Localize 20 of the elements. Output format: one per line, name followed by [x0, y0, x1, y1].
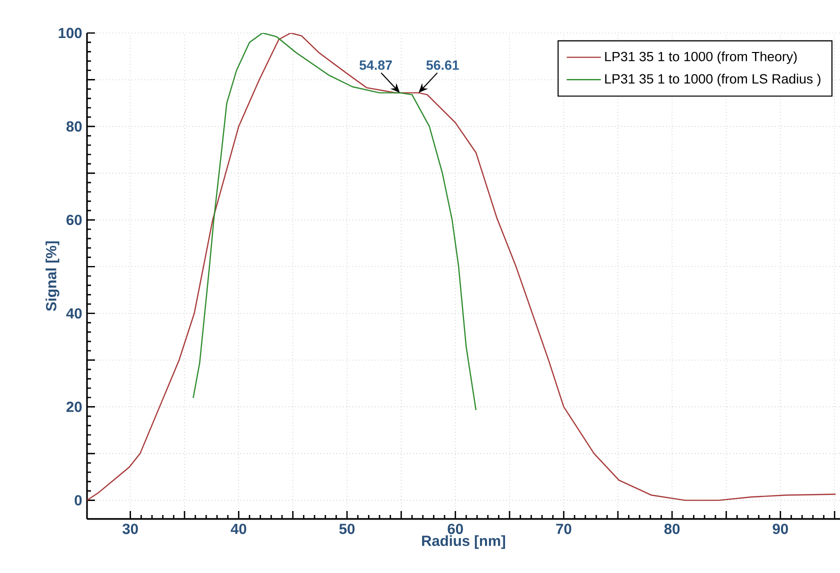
- y-tick-label: 100: [58, 28, 82, 38]
- y-axis-title: Signal [%]: [46, 241, 60, 312]
- annotation: 54.87: [360, 60, 392, 70]
- x-tick-label: 40: [230, 524, 246, 534]
- x-tick-label: 70: [556, 524, 572, 534]
- y-tick-label: 60: [66, 214, 82, 226]
- y-tick-label: 20: [66, 402, 82, 412]
- legend-label: LP31 35 1 to 1000 (from LS Radius ): [605, 74, 820, 86]
- x-tick-label: 50: [339, 524, 355, 534]
- x-tick-label: 30: [122, 524, 138, 534]
- x-tick-label: 90: [772, 524, 788, 534]
- x-axis-title: Radius [nm]: [422, 535, 506, 549]
- y-tick-label: 80: [66, 121, 82, 132]
- line-series: [192, 32, 477, 411]
- x-tick-label: 60: [448, 524, 463, 534]
- y-tick-label: 0: [74, 495, 82, 506]
- y-tick-label: 40: [66, 308, 82, 319]
- legend-label: LP31 35 1 to 1000 (from Theory): [605, 51, 797, 64]
- annotation: 56.61: [426, 60, 459, 70]
- x-tick-label: 80: [664, 524, 680, 534]
